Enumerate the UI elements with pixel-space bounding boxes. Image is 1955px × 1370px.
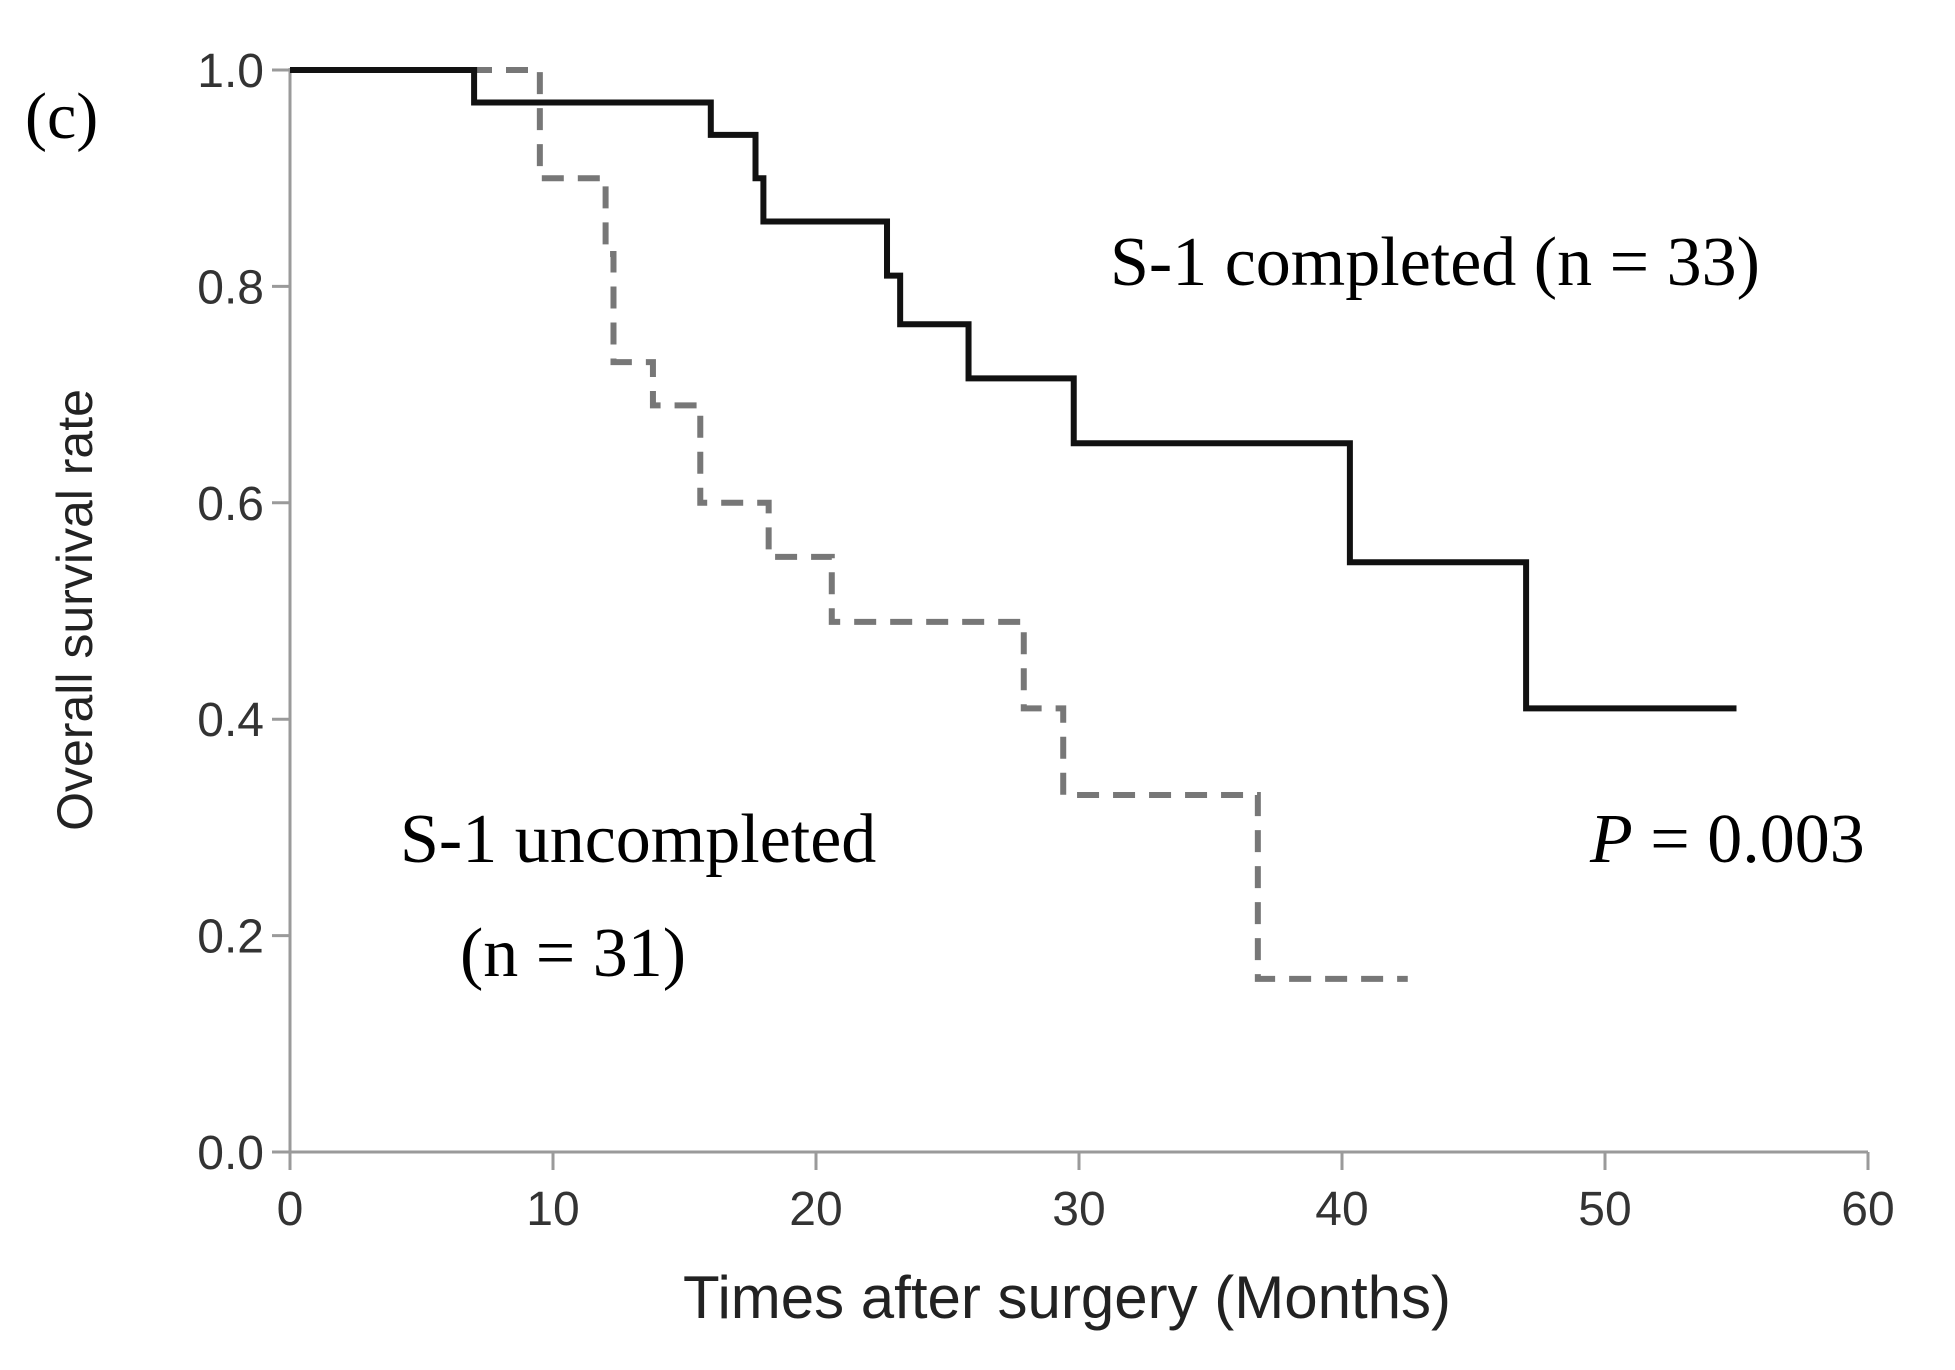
x-tick-label: 40 bbox=[1315, 1183, 1368, 1236]
y-tick-label: 0.0 bbox=[197, 1127, 264, 1180]
y-axis-label: Overall survival rate bbox=[47, 389, 103, 831]
x-tick-label: 10 bbox=[526, 1183, 579, 1236]
series-label-uncompleted: S-1 uncompleted bbox=[400, 801, 876, 878]
p-value: = 0.003 bbox=[1633, 801, 1865, 878]
y-tick-label: 0.8 bbox=[197, 261, 264, 314]
y-tick-label: 0.4 bbox=[197, 694, 264, 747]
x-tick-label: 0 bbox=[277, 1183, 304, 1236]
p-value-annotation: P = 0.003 bbox=[1589, 801, 1865, 878]
y-tick-label: 0.6 bbox=[197, 478, 264, 531]
y-tick-label: 0.2 bbox=[197, 911, 264, 964]
x-tick-label: 50 bbox=[1578, 1183, 1631, 1236]
survival-curve-uncompleted bbox=[290, 67, 1408, 982]
labels: (c) Overall survival rate Times after su… bbox=[25, 80, 1865, 1331]
series-group bbox=[290, 67, 1737, 982]
survival-curve-completed bbox=[290, 67, 1737, 712]
x-tick-label: 20 bbox=[789, 1183, 842, 1236]
x-axis-label: Times after surgery (Months) bbox=[683, 1264, 1451, 1331]
series-label-uncompleted-n: (n = 31) bbox=[460, 915, 686, 992]
axes: 0.0 0.2 0.4 0.6 0.8 1.0 0 10 20 30 40 50 60 bbox=[197, 45, 1894, 1236]
panel-label: (c) bbox=[25, 80, 98, 153]
x-tick-label: 60 bbox=[1841, 1183, 1894, 1236]
y-tick-label: 1.0 bbox=[197, 45, 264, 98]
p-symbol: P bbox=[1589, 801, 1633, 878]
x-tick-label: 30 bbox=[1052, 1183, 1105, 1236]
series-label-completed: S-1 completed (n = 33) bbox=[1110, 224, 1760, 301]
